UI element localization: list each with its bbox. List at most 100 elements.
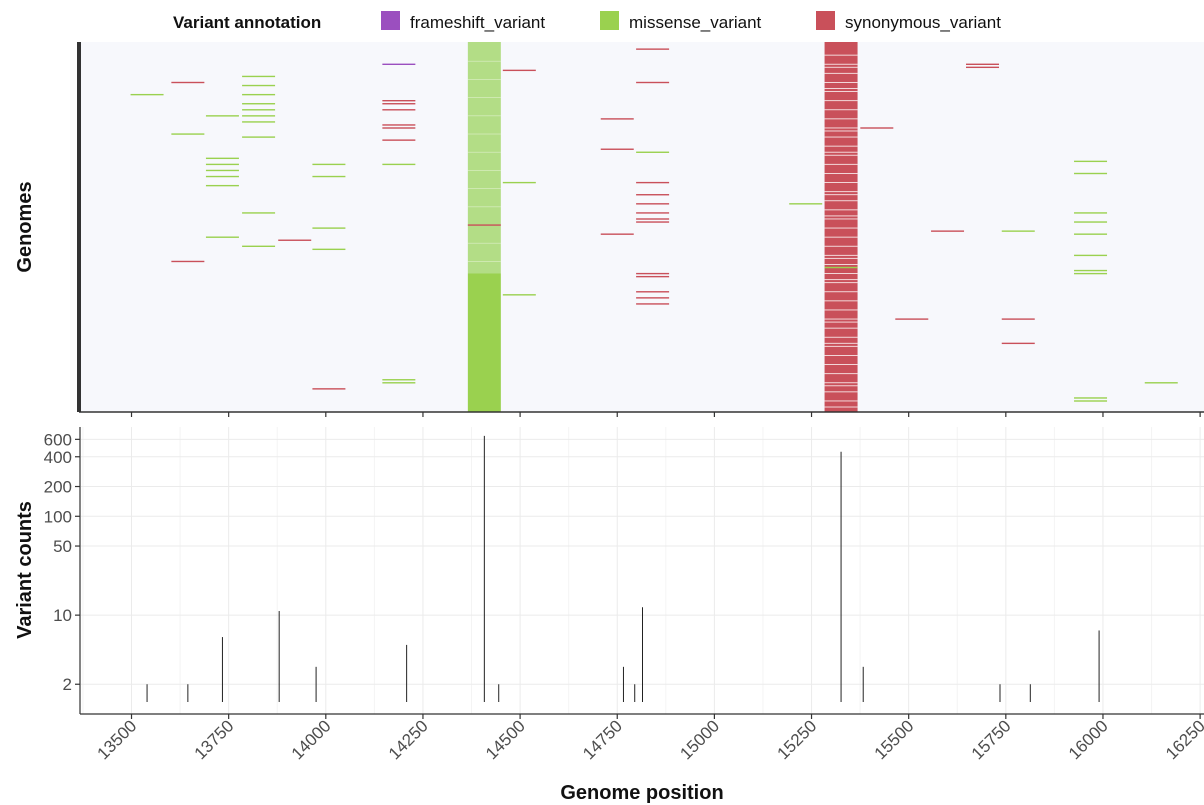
- heatmap-row-gap: [467, 60, 501, 62]
- heatmap-mark-missense_variant: [1144, 382, 1178, 384]
- heatmap-row-gap: [824, 291, 858, 293]
- heatmap-mark-missense_variant: [242, 103, 276, 105]
- heatmap-row-gap: [824, 209, 858, 211]
- legend: Variant annotation frameshift_variant mi…: [173, 11, 1001, 32]
- heatmap-row-gap: [824, 145, 858, 147]
- legend-title: Variant annotation: [173, 13, 321, 32]
- heatmap-mark-missense_variant: [312, 175, 346, 178]
- heatmap-mark-synonymous_variant: [171, 81, 205, 84]
- heatmap-row-gap: [824, 182, 858, 183]
- heatmap-mark-synonymous_variant: [278, 239, 312, 241]
- heatmap-row-gap: [824, 345, 858, 347]
- heatmap-y-title: Genomes: [14, 181, 36, 272]
- heatmap-mark-synonymous_variant: [636, 272, 670, 275]
- heatmap-mark-synonymous_variant: [636, 275, 670, 278]
- heatmap-row-gap: [824, 327, 858, 329]
- heatmap-mark-missense_variant: [1074, 212, 1108, 214]
- heatmap-left-bar: [77, 42, 81, 412]
- legend-label-synonymous: synonymous_variant: [845, 13, 1001, 32]
- heatmap-row-gap: [467, 79, 501, 80]
- heatmap-mark-missense_variant: [205, 115, 239, 117]
- heatmap-row-gap: [467, 115, 501, 117]
- heatmap-row-gap: [824, 191, 858, 193]
- x-tick-label: 14750: [579, 716, 626, 763]
- heatmap-row-gap: [824, 300, 858, 302]
- y-tick-label: 400: [44, 448, 72, 467]
- counts-x-title: Genome position: [560, 782, 723, 804]
- heatmap-mark-frameshift_variant: [382, 63, 416, 65]
- heatmap-row-gap: [467, 188, 501, 189]
- x-tick-label: 16250: [1162, 716, 1204, 763]
- heatmap-row-gap: [824, 406, 858, 408]
- heatmap-row-gap: [824, 342, 858, 344]
- heatmap-mark-synonymous_variant: [467, 224, 501, 226]
- heatmap-row-gap: [824, 163, 858, 165]
- heatmap-row-gap: [824, 279, 858, 281]
- heatmap-mark-missense_variant: [382, 382, 416, 384]
- legend-swatch-frameshift: [381, 11, 400, 30]
- heatmap-mark-missense_variant: [1074, 160, 1108, 163]
- heatmap-row-gap: [824, 173, 858, 174]
- heatmap-row-gap: [467, 151, 501, 153]
- legend-label-frameshift: frameshift_variant: [410, 13, 545, 32]
- heatmap-mark-synonymous_variant: [382, 124, 416, 126]
- heatmap-row-gap: [824, 91, 858, 92]
- heatmap-mark-missense_variant: [1074, 269, 1108, 272]
- y-tick-label: 2: [63, 675, 72, 694]
- heatmap-row-gap: [824, 336, 858, 338]
- heatmap-row-gap: [824, 373, 858, 375]
- heatmap-row-gap: [824, 109, 858, 111]
- heatmap-mark-synonymous_variant: [636, 181, 670, 184]
- heatmap-row-gap: [824, 382, 858, 384]
- heatmap-row-gap: [824, 321, 858, 323]
- heatmap-mark-synonymous_variant: [600, 148, 634, 150]
- heatmap-mark-synonymous_variant: [636, 48, 670, 50]
- heatmap-row-gap: [824, 254, 858, 256]
- counts-y-title: Variant counts: [14, 501, 36, 639]
- y-tick-label: 100: [44, 507, 72, 526]
- heatmap-mark-missense_variant: [824, 266, 858, 269]
- heatmap-mark-missense_variant: [1001, 230, 1035, 232]
- heatmap-mark-synonymous_variant: [382, 100, 416, 102]
- heatmap-mark-missense_variant: [205, 236, 239, 238]
- heatmap-row-gap: [824, 309, 858, 311]
- x-tick-label: 13500: [93, 716, 140, 763]
- heatmap-row-gap: [824, 227, 858, 229]
- heatmap-mark-synonymous_variant: [636, 81, 670, 84]
- heatmap-mark-synonymous_variant: [171, 260, 205, 263]
- heatmap-mark-missense_variant: [1074, 400, 1108, 402]
- counts-bars: [146, 435, 1100, 702]
- legend-swatch-missense: [600, 11, 619, 30]
- heatmap-mark-synonymous_variant: [636, 291, 670, 293]
- heatmap-row-gap: [824, 200, 858, 202]
- heatmap-row-gap: [824, 82, 858, 83]
- heatmap-mark-missense_variant: [312, 227, 346, 229]
- heatmap-row-gap: [824, 118, 858, 120]
- heatmap-mark-missense_variant: [242, 93, 276, 96]
- heatmap-mark-synonymous_variant: [382, 109, 416, 111]
- heatmap-row-gap: [824, 257, 858, 259]
- heatmap-mark-missense_variant: [502, 181, 536, 184]
- heatmap-mark-synonymous_variant: [931, 230, 965, 232]
- heatmap-mark-missense_variant: [502, 294, 536, 296]
- heatmap-row-gap: [824, 66, 858, 68]
- heatmap-row-gap: [824, 88, 858, 89]
- heatmap-mark-missense_variant: [205, 184, 239, 187]
- heatmap-row-gap: [467, 242, 501, 244]
- x-tick-label: 14000: [288, 716, 335, 763]
- heatmap-mark-synonymous_variant: [636, 194, 670, 196]
- x-tick-label: 14500: [482, 716, 529, 763]
- heatmap-row-gap: [824, 215, 858, 217]
- heatmap-mark-missense_variant: [1074, 233, 1108, 235]
- heatmap-mark-synonymous_variant: [860, 127, 894, 129]
- heatmap-row-gap: [824, 245, 858, 247]
- heatmap-row-gap: [467, 133, 501, 135]
- heatmap-mark-synonymous_variant: [966, 63, 1000, 65]
- heatmap-background: [81, 42, 1204, 412]
- heatmap-marks: [130, 48, 1178, 402]
- heatmap-mark-missense_variant: [1074, 172, 1108, 175]
- heatmap-mark-missense_variant: [242, 75, 276, 78]
- heatmap-row-gap: [824, 136, 858, 138]
